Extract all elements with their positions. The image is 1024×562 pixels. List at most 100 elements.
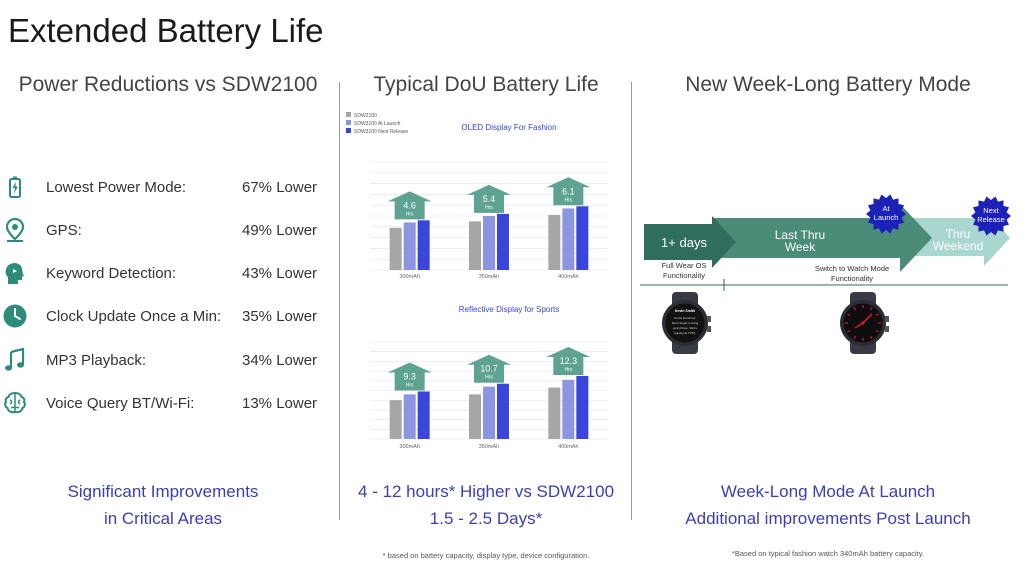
- next-release-badge: [971, 196, 1011, 236]
- reduction-row: Lowest Power Mode: 67% Lower: [0, 173, 330, 203]
- category-label: 400mAh: [558, 444, 579, 450]
- improvement-value: 10.7: [480, 364, 498, 374]
- full-os-label-line-1: Full Wear OS: [662, 261, 707, 270]
- brain-icon: [4, 391, 26, 414]
- right-footnote: *Based on typical fashion watch 340mAh b…: [731, 549, 925, 558]
- next-release-badge-line-1: Next: [983, 206, 999, 215]
- battery-life-charts: SDW2100 SDW3100 At Launch SDW3100 Next Rel…: [346, 112, 608, 450]
- improvement-unit: Hrs: [564, 367, 572, 373]
- improvement-value: 5.4: [483, 194, 496, 204]
- improvement-arrow: [467, 354, 511, 383]
- right-summary-line-2: Additional improvements Post Launch: [685, 509, 971, 528]
- improvement-value: 9.3: [403, 371, 416, 381]
- bar-chart: OLED Display For Fashion300mAh4.6Hrs350m…: [370, 123, 608, 280]
- reduction-value: 43% Lower: [242, 265, 318, 282]
- chart-title: OLED Display For Fashion: [461, 123, 556, 132]
- bar: [576, 206, 589, 270]
- improvement-arrow: [387, 362, 432, 391]
- legend-swatch: [346, 112, 351, 117]
- column-divider-left: [339, 82, 340, 520]
- reduction-row: MP3 Playback: 34% Lower: [0, 346, 330, 376]
- bar: [403, 222, 416, 270]
- improvement-arrow: [546, 177, 591, 206]
- reduction-value: 13% Lower: [242, 395, 318, 412]
- left-summary-line-1: Significant Improvements: [67, 482, 259, 501]
- improvement-unit: Hrs: [485, 375, 493, 381]
- right-summary: Week-Long Mode At Launch Additional impr…: [632, 478, 1024, 532]
- right-summary-line-1: Week-Long Mode At Launch: [720, 482, 936, 501]
- bar: [403, 394, 416, 439]
- reduction-value: 67% Lower: [242, 179, 318, 196]
- bar: [497, 213, 509, 270]
- watch-screen-line-1: Kevin Smith: [675, 309, 695, 313]
- bar: [548, 387, 561, 439]
- legend-entry: SDW3100 At Launch: [354, 121, 401, 127]
- legend-swatch: [346, 128, 351, 133]
- left-summary: Significant Improvements in Critical Are…: [0, 478, 326, 532]
- bar: [469, 221, 481, 270]
- watch-screen-line-3: Don't forget to bring: [672, 321, 699, 325]
- improvement-value: 12.3: [560, 356, 578, 366]
- reduction-value: 49% Lower: [242, 222, 318, 239]
- reduction-label: GPS:: [46, 222, 82, 239]
- arrow-two-label-line-1: Last Thru: [775, 228, 825, 242]
- reduction-row: Clock Update Once a Min: 35% Lower: [0, 302, 330, 332]
- improvement-arrow: [546, 346, 591, 375]
- legend-entry: SDW2100: [354, 113, 377, 119]
- bar: [483, 216, 495, 270]
- bar: [562, 379, 575, 439]
- right-column-heading: New Week-Long Battery Mode: [685, 73, 971, 96]
- reduction-row: GPS: 49% Lower: [0, 216, 330, 246]
- improvement-unit: Hrs: [485, 205, 493, 211]
- bar-chart: Reflective Display for Sports 300mAh 9.3 Hr…: [370, 305, 608, 450]
- bar: [417, 220, 430, 270]
- at-launch-badge-line-2: Launch: [874, 213, 899, 222]
- watch-screen-line-2: Come tomorrow.: [674, 316, 696, 320]
- page-title: Extended Battery Life: [8, 12, 324, 49]
- reduction-value: 35% Lower: [242, 308, 318, 325]
- reduction-label: Clock Update Once a Min:: [46, 308, 222, 325]
- chart-legend: SDW2100 SDW3100 At Launch SDW3100 Next Rel…: [346, 112, 408, 135]
- improvement-value: 4.6: [403, 200, 416, 210]
- middle-summary-line-1: 4 - 12 hours* Higher vs SDW2100: [357, 482, 615, 501]
- watch-screen-line-5: leaving at 7 PM.: [674, 331, 696, 335]
- improvement-unit: Hrs: [406, 211, 414, 217]
- reduction-row: Keyword Detection: 43% Lower: [0, 259, 330, 289]
- next-release-badge-line-2: Release: [977, 215, 1005, 224]
- at-launch-badge-line-1: At: [882, 204, 890, 213]
- watch-screen-line-4: your phone. We're: [673, 326, 698, 330]
- arrow-three-label-line-2: Weekend: [933, 239, 983, 253]
- category-label: 400mAh: [558, 274, 579, 280]
- smartwatch-full-os-icon: Kevin Smith Come tomorrow. Don't forget …: [662, 292, 711, 354]
- left-column-heading: Power Reductions vs SDW2100: [18, 73, 318, 96]
- middle-footnote: * based on battery capacity, display typ…: [382, 551, 590, 560]
- reduction-label: Keyword Detection:: [46, 265, 177, 282]
- chart-title: Reflective Display for Sports: [459, 305, 559, 314]
- category-label: 300mAh: [399, 274, 420, 280]
- column-divider-right: [631, 82, 632, 520]
- reduction-label: Voice Query BT/Wi-Fi:: [46, 395, 195, 412]
- reduction-value: 34% Lower: [242, 352, 318, 369]
- bar: [497, 383, 509, 439]
- bar: [469, 394, 481, 439]
- reduction-row: Voice Query BT/Wi-Fi: 13% Lower: [0, 389, 330, 419]
- middle-column-heading: Typical DoU Battery Life: [373, 73, 599, 96]
- speaking-head-icon: [5, 263, 24, 284]
- improvement-value: 6.1: [562, 186, 575, 196]
- music-note-icon: [5, 347, 25, 371]
- bar: [389, 400, 402, 439]
- bar: [483, 386, 495, 439]
- arrow-two-label-line-2: Week: [785, 240, 816, 254]
- reduction-label: Lowest Power Mode:: [46, 179, 187, 196]
- battery-mode-diagram: 1+ days Last Thru Week Thru Weekend At L…: [640, 194, 1011, 354]
- location-pin-icon: [5, 217, 25, 242]
- bar: [548, 214, 561, 270]
- at-launch-badge: [866, 194, 906, 234]
- category-label: 300mAh: [399, 444, 420, 450]
- smartwatch-watch-mode-icon: [840, 292, 889, 354]
- middle-summary: 4 - 12 hours* Higher vs SDW2100 1.5 - 2.…: [340, 478, 632, 532]
- improvement-arrow: [387, 191, 432, 220]
- battery-icon: [9, 176, 21, 198]
- bar: [417, 391, 430, 439]
- watch-mode-label-line-2: Functionality: [831, 274, 873, 283]
